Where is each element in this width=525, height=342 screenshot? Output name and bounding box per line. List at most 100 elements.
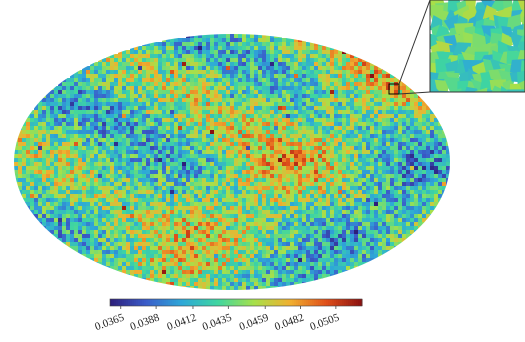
sky-pixel [178, 154, 182, 158]
sky-pixel [274, 82, 278, 86]
sky-pixel [90, 238, 94, 242]
sky-pixel [154, 158, 158, 162]
sky-pixel [66, 102, 70, 106]
sky-pixel [170, 78, 174, 82]
sky-pixel [206, 70, 210, 74]
sky-pixel [26, 150, 30, 154]
sky-pixel [394, 170, 398, 174]
sky-pixel [102, 74, 106, 78]
sky-pixel [162, 162, 166, 166]
sky-pixel [130, 198, 134, 202]
sky-pixel [50, 114, 54, 118]
sky-pixel [334, 238, 338, 242]
sky-pixel [410, 114, 414, 118]
sky-pixel [414, 218, 418, 222]
sky-pixel [86, 74, 90, 78]
sky-pixel [146, 162, 150, 166]
sky-pixel [78, 142, 82, 146]
sky-pixel [34, 170, 38, 174]
sky-pixel [154, 210, 158, 214]
sky-pixel [306, 114, 310, 118]
sky-pixel [282, 134, 286, 138]
sky-pixel [354, 174, 358, 178]
sky-pixel [30, 214, 34, 218]
sky-pixel [178, 110, 182, 114]
sky-pixel [346, 146, 350, 150]
sky-pixel [358, 138, 362, 142]
sky-pixel [382, 166, 386, 170]
sky-pixel [238, 182, 242, 186]
sky-pixel [114, 186, 118, 190]
sky-pixel [238, 238, 242, 242]
sky-pixel [422, 102, 426, 106]
sky-pixel [194, 154, 198, 158]
sky-pixel [102, 118, 106, 122]
sky-pixel [190, 74, 194, 78]
sky-pixel [182, 98, 186, 102]
sky-pixel [122, 86, 126, 90]
sky-pixel [234, 182, 238, 186]
sky-pixel [50, 214, 54, 218]
sky-pixel [346, 90, 350, 94]
sky-pixel [130, 238, 134, 242]
sky-pixel [82, 194, 86, 198]
sky-pixel [362, 242, 366, 246]
sky-pixel [370, 186, 374, 190]
sky-pixel [282, 142, 286, 146]
sky-pixel [22, 130, 26, 134]
sky-pixel [98, 210, 102, 214]
sky-pixel [138, 154, 142, 158]
sky-pixel [66, 186, 70, 190]
sky-pixel [346, 106, 350, 110]
sky-pixel [66, 182, 70, 186]
sky-pixel [310, 178, 314, 182]
sky-pixel [118, 214, 122, 218]
sky-pixel [242, 182, 246, 186]
sky-pixel [42, 106, 46, 110]
sky-pixel [354, 158, 358, 162]
sky-pixel [210, 46, 214, 50]
sky-pixel [234, 174, 238, 178]
sky-pixel [202, 194, 206, 198]
sky-pixel [326, 70, 330, 74]
sky-pixel [94, 102, 98, 106]
sky-pixel [198, 142, 202, 146]
sky-pixel [106, 166, 110, 170]
sky-pixel [170, 190, 174, 194]
sky-pixel [390, 118, 394, 122]
sky-pixel [14, 142, 18, 146]
sky-pixel [154, 238, 158, 242]
sky-pixel [330, 86, 334, 90]
sky-pixel [202, 54, 206, 58]
sky-pixel [194, 190, 198, 194]
sky-pixel [334, 138, 338, 142]
sky-pixel [174, 198, 178, 202]
sky-pixel [162, 226, 166, 230]
sky-pixel [258, 106, 262, 110]
sky-pixel [14, 166, 18, 170]
sky-pixel [282, 106, 286, 110]
sky-pixel [102, 166, 106, 170]
sky-pixel [118, 178, 122, 182]
sky-pixel [182, 118, 186, 122]
sky-pixel [98, 90, 102, 94]
sky-pixel [374, 130, 378, 134]
sky-pixel [194, 62, 198, 66]
sky-pixel [174, 126, 178, 130]
sky-pixel [122, 186, 126, 190]
sky-pixel [282, 234, 286, 238]
sky-pixel [82, 166, 86, 170]
sky-pixel [250, 218, 254, 222]
sky-pixel [142, 234, 146, 238]
sky-pixel [122, 206, 126, 210]
sky-pixel [378, 110, 382, 114]
sky-pixel [138, 194, 142, 198]
sky-pixel [226, 198, 230, 202]
sky-pixel [110, 154, 114, 158]
sky-pixel [150, 182, 154, 186]
sky-pixel [74, 98, 78, 102]
sky-pixel [182, 94, 186, 98]
sky-pixel [326, 138, 330, 142]
sky-pixel [330, 146, 334, 150]
sky-pixel [294, 42, 298, 46]
